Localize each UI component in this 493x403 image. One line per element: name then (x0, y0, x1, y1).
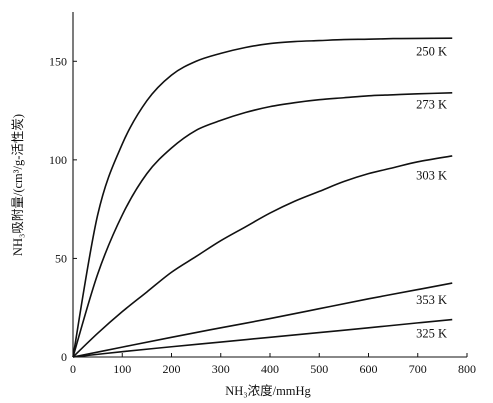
y-axis-title: NH₃吸附量/(cm³/g-活性炭) (11, 114, 25, 256)
series-curves (72, 37, 453, 358)
series-label-250-k: 250 K (416, 44, 447, 58)
x-tick-label-600: 600 (360, 362, 378, 376)
y-tick-label-100: 100 (49, 153, 67, 167)
axis-ticks (72, 60, 468, 358)
x-tick-label-400: 400 (261, 362, 279, 376)
series-line-273-k (72, 92, 453, 358)
series-labels: 250 K 273 K 303 K 353 K 325 K (416, 44, 447, 340)
y-tick-label-50: 50 (55, 251, 67, 265)
series-label-303-k: 303 K (416, 169, 447, 183)
axis-tick-labels: 0 100 200 300 400 500 600 700 800 0 50 100 150 (49, 54, 476, 376)
y-tick-label-0: 0 (61, 350, 67, 364)
series-line-325-k (72, 318, 453, 358)
x-tick-label-500: 500 (310, 362, 328, 376)
x-tick-label-300: 300 (212, 362, 230, 376)
x-tick-label-100: 100 (113, 362, 131, 376)
series-label-325-k: 325 K (416, 326, 447, 340)
series-line-353-k (72, 282, 453, 358)
x-tick-label-700: 700 (409, 362, 427, 376)
x-tick-label-800: 800 (458, 362, 476, 376)
x-axis-title: NH₃浓度/mmHg (225, 383, 311, 398)
series-line-250-k (72, 37, 453, 358)
y-tick-label-150: 150 (49, 54, 67, 68)
x-tick-label-200: 200 (163, 362, 181, 376)
series-label-353-k: 353 K (416, 293, 447, 307)
axes (72, 12, 467, 358)
x-tick-label-0: 0 (70, 362, 76, 376)
series-line-303-k (72, 155, 453, 358)
series-label-273-k: 273 K (416, 98, 447, 112)
